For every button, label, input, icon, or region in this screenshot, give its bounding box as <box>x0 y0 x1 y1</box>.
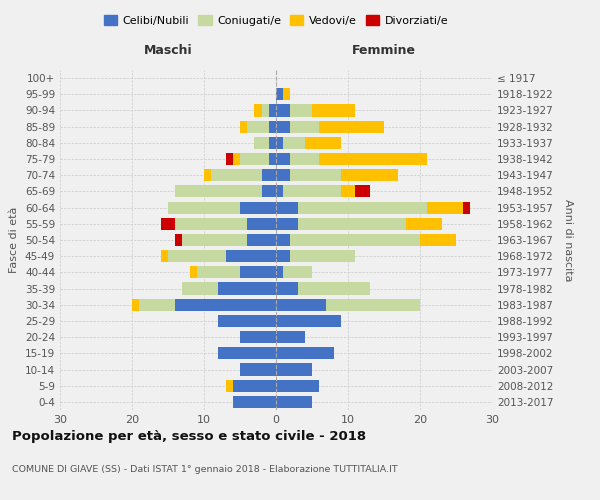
Bar <box>218 348 276 360</box>
Bar <box>276 120 290 132</box>
Bar <box>175 186 262 198</box>
Bar <box>290 104 312 117</box>
Bar <box>240 266 276 278</box>
Bar <box>276 234 290 246</box>
Bar <box>305 137 341 149</box>
Bar <box>276 250 290 262</box>
Bar <box>326 298 420 311</box>
Bar <box>427 202 463 213</box>
Bar <box>175 298 276 311</box>
Bar <box>254 104 262 117</box>
Bar <box>226 380 233 392</box>
Bar <box>218 282 276 294</box>
Bar <box>290 169 341 181</box>
Bar <box>276 202 298 213</box>
Bar <box>139 298 175 311</box>
Bar <box>204 169 211 181</box>
Bar <box>262 104 269 117</box>
Bar <box>247 218 276 230</box>
Bar <box>233 153 240 165</box>
Bar <box>290 120 319 132</box>
Bar <box>276 364 312 376</box>
Bar <box>262 186 276 198</box>
Bar <box>319 153 427 165</box>
Text: Popolazione per età, sesso e stato civile - 2018: Popolazione per età, sesso e stato civil… <box>12 430 366 443</box>
Bar <box>341 186 355 198</box>
Bar <box>283 137 305 149</box>
Y-axis label: Anni di nascita: Anni di nascita <box>563 198 573 281</box>
Bar <box>283 186 341 198</box>
Bar <box>247 120 269 132</box>
Bar <box>168 250 226 262</box>
Bar <box>406 218 442 230</box>
Bar <box>226 153 233 165</box>
Bar <box>218 315 276 327</box>
Bar <box>298 218 406 230</box>
Bar <box>276 348 334 360</box>
Bar <box>276 153 290 165</box>
Bar <box>276 298 326 311</box>
Bar <box>182 234 247 246</box>
Legend: Celibi/Nubili, Coniugati/e, Vedovi/e, Divorziati/e: Celibi/Nubili, Coniugati/e, Vedovi/e, Di… <box>100 10 452 30</box>
Bar <box>161 250 168 262</box>
Bar <box>233 380 276 392</box>
Bar <box>290 250 355 262</box>
Bar <box>319 120 384 132</box>
Bar <box>283 266 312 278</box>
Bar <box>168 202 240 213</box>
Bar <box>182 282 218 294</box>
Bar <box>276 104 290 117</box>
Bar <box>240 153 269 165</box>
Bar <box>175 218 247 230</box>
Bar <box>269 153 276 165</box>
Bar <box>269 120 276 132</box>
Bar <box>276 331 305 343</box>
Y-axis label: Fasce di età: Fasce di età <box>10 207 19 273</box>
Bar <box>276 282 298 294</box>
Bar <box>298 202 427 213</box>
Bar <box>276 218 298 230</box>
Bar <box>233 396 276 408</box>
Text: Maschi: Maschi <box>143 44 193 57</box>
Bar <box>276 88 283 101</box>
Bar <box>298 282 370 294</box>
Bar <box>276 315 341 327</box>
Bar <box>276 137 283 149</box>
Bar <box>290 153 319 165</box>
Bar <box>211 169 262 181</box>
Bar <box>247 234 276 246</box>
Bar <box>420 234 456 246</box>
Bar <box>276 380 319 392</box>
Bar <box>283 88 290 101</box>
Bar <box>197 266 240 278</box>
Bar <box>262 169 276 181</box>
Text: COMUNE DI GIAVE (SS) - Dati ISTAT 1° gennaio 2018 - Elaborazione TUTTITALIA.IT: COMUNE DI GIAVE (SS) - Dati ISTAT 1° gen… <box>12 465 398 474</box>
Bar <box>240 364 276 376</box>
Bar <box>254 137 269 149</box>
Bar <box>132 298 139 311</box>
Bar <box>276 396 312 408</box>
Bar <box>175 234 182 246</box>
Bar <box>276 186 283 198</box>
Bar <box>290 234 420 246</box>
Bar <box>240 331 276 343</box>
Bar <box>355 186 370 198</box>
Bar <box>269 137 276 149</box>
Bar <box>190 266 197 278</box>
Bar <box>240 120 247 132</box>
Bar <box>240 202 276 213</box>
Bar <box>341 169 398 181</box>
Text: Femmine: Femmine <box>352 44 416 57</box>
Bar <box>276 266 283 278</box>
Bar <box>161 218 175 230</box>
Bar <box>276 169 290 181</box>
Bar <box>226 250 276 262</box>
Bar <box>463 202 470 213</box>
Bar <box>312 104 355 117</box>
Bar <box>269 104 276 117</box>
